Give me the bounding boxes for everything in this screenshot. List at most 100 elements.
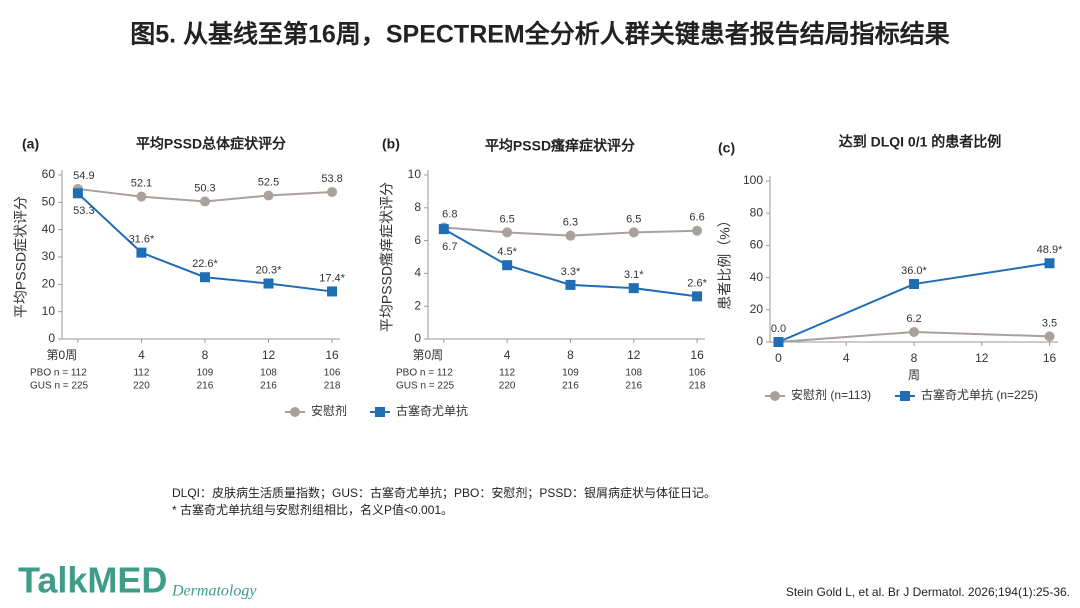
y-tick-label: 10 [408,167,422,181]
y-tick-label: 40 [42,222,56,236]
at-risk-count: 109 [562,368,579,379]
y-tick-label: 4 [414,266,421,280]
data-label: 36.0* [901,265,927,277]
x-tick-label: 8 [911,351,918,365]
data-label: 6.5 [499,213,514,225]
legend-label: 古塞奇尤单抗 [396,403,468,418]
data-point [72,188,83,199]
data-label: 6.2 [906,313,921,325]
y-tick-label: 0 [414,331,421,345]
at-risk-label: PBO n = 112 [396,368,453,379]
data-label: 0.0 [771,323,786,335]
y-axis-label: 平均PSSD瘙痒症状评分 [379,182,395,332]
data-label: 6.3 [563,217,578,229]
data-point [628,283,639,294]
y-tick-label: 80 [750,205,764,219]
at-risk-count: 216 [197,381,214,392]
data-label: 3.5 [1042,317,1057,329]
y-axis-label: 患者比例（%） [717,213,733,309]
data-point [692,225,703,236]
data-point [565,279,576,290]
x-axis-label: 周 [908,368,920,382]
data-point [263,278,274,289]
data-point [199,272,210,283]
y-tick-label: 30 [42,249,56,263]
y-tick-label: 60 [42,167,56,181]
data-point [773,337,784,347]
at-risk-count: 218 [689,381,706,392]
data-point [263,190,274,201]
data-label: 54.9 [73,170,94,182]
data-label: 17.4* [319,272,345,284]
chart-title: 达到 DLQI 0/1 的患者比例 [839,134,1002,150]
data-label: 6.5 [626,213,641,225]
x-tick-label: 16 [1043,351,1057,365]
at-risk-count: 220 [499,381,516,392]
legend-marker [290,407,300,417]
logo-subtitle: Dermatology [171,583,257,600]
at-risk-count: 216 [625,381,642,392]
y-tick-label: 20 [750,302,764,316]
data-point [628,227,639,238]
data-point [327,186,338,197]
logo: TalkMED [18,560,167,601]
x-tick-label: 4 [138,348,145,362]
y-tick-label: 6 [414,233,421,247]
at-risk-count: 106 [689,368,706,379]
data-label: 6.7 [442,241,457,253]
data-point [1044,258,1055,269]
data-point [327,286,338,297]
data-point [502,260,513,271]
y-tick-label: 40 [750,270,764,284]
data-label: 52.1 [131,177,152,189]
chart-title: 平均PSSD总体症状评分 [136,136,286,152]
data-label: 3.3* [561,266,581,278]
at-risk-count: 216 [260,381,277,392]
x-tick-label: 16 [325,348,339,362]
y-tick-label: 50 [42,195,56,209]
data-label: 53.3 [73,205,94,217]
data-label: 22.6* [192,258,218,270]
data-label: 4.5* [497,246,517,258]
citation: Stein Gold L, et al. Br J Dermatol. 2026… [786,585,1070,599]
data-point [692,291,703,302]
at-risk-label: GUS n = 225 [30,381,89,392]
data-label: 52.5 [258,176,279,188]
data-label: 31.6* [129,234,155,246]
at-risk-count: 112 [499,368,515,379]
slide-title: 图5. 从基线至第16周，SPECTREM全分析人群关键患者报告结局指标结果 [130,20,950,49]
data-label: 2.6* [687,277,707,289]
data-label: 20.3* [256,264,282,276]
data-point [136,247,147,258]
data-point [438,224,449,235]
data-point [565,230,576,241]
legend-label: 安慰剂 (n=113) [791,387,871,402]
at-risk-count: 112 [133,368,149,379]
y-tick-label: 8 [414,200,421,214]
legend-marker [900,391,910,401]
y-tick-label: 10 [42,304,56,318]
y-tick-label: 0 [756,334,763,348]
data-label: 3.1* [624,269,644,281]
data-point [502,227,513,238]
data-point [909,279,919,290]
footnote: * 古塞奇尤单抗组与安慰剂组相比，名义P值<0.001。 [172,502,453,517]
at-risk-count: 216 [562,381,579,392]
data-label: 50.3 [194,182,215,194]
panel-label: (a) [22,136,39,152]
x-tick-label: 4 [843,351,850,365]
y-tick-label: 2 [414,298,421,312]
y-tick-label: 20 [42,277,56,291]
x-tick-label: 4 [504,348,511,362]
y-tick-label: 0 [48,331,55,345]
x-tick-label: 16 [690,348,704,362]
at-risk-count: 218 [324,381,341,392]
footnote: DLQI：皮肤病生活质量指数；GUS：古塞奇尤单抗；PBO：安慰剂；PSSD：银… [172,485,716,500]
data-point [1044,331,1055,342]
x-tick-label: 12 [627,348,641,362]
at-risk-label: GUS n = 225 [396,381,455,392]
at-risk-count: 109 [197,368,214,379]
y-tick-label: 100 [743,173,763,187]
